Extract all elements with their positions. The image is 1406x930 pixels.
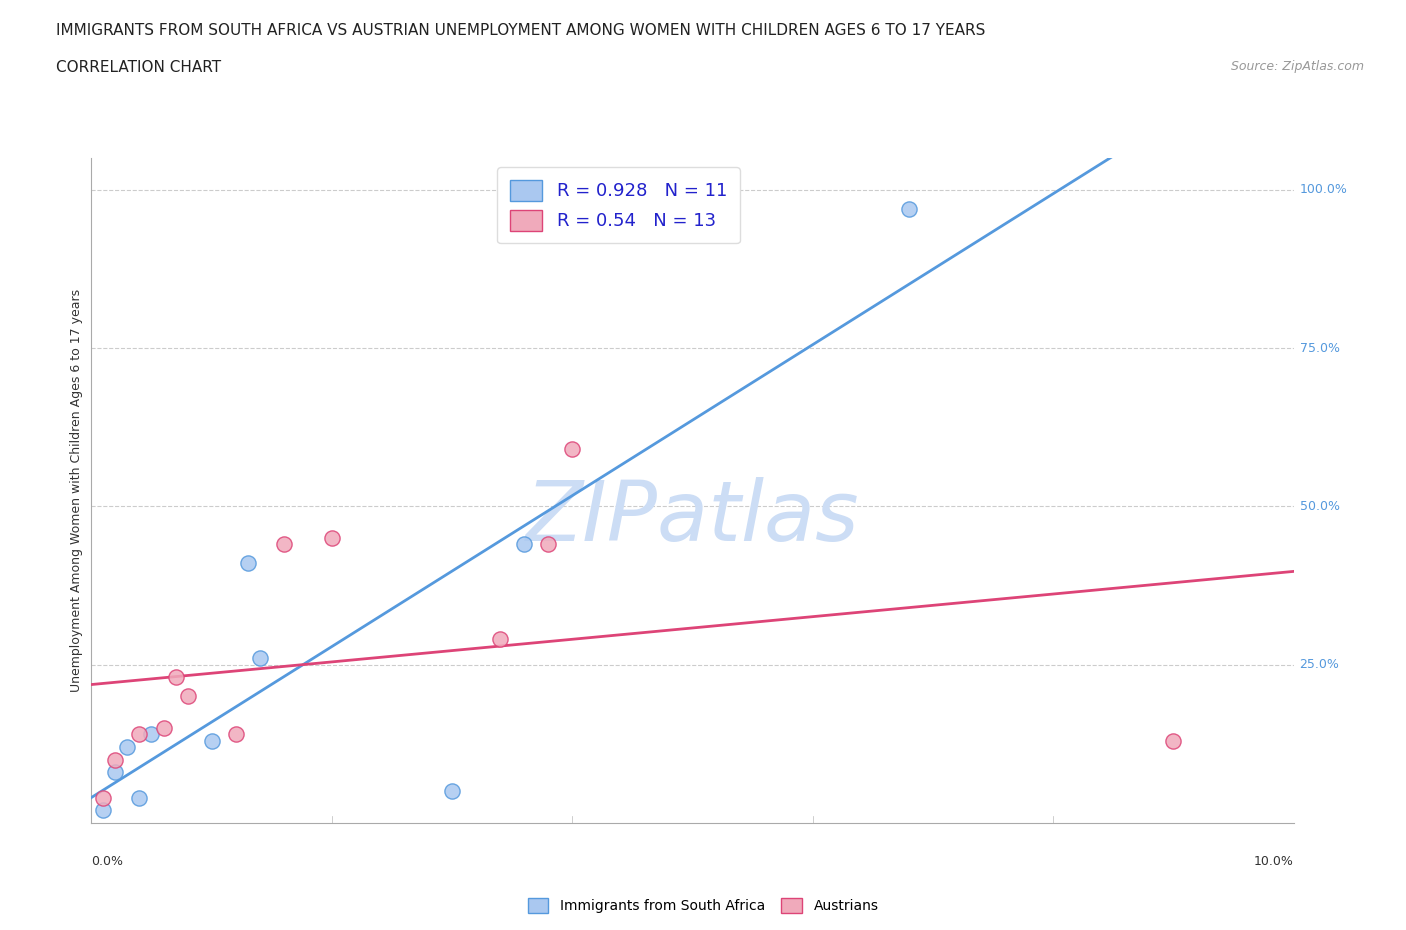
Point [273,537,295,551]
Text: 50.0%: 50.0% [1299,500,1340,513]
Point [104,765,127,780]
Point [897,201,920,216]
Point [225,727,247,742]
Point [440,784,463,799]
Point [176,689,198,704]
Text: 25.0%: 25.0% [1299,658,1340,671]
Point [117,739,139,754]
Point [489,632,512,647]
Text: 10.0%: 10.0% [1254,855,1294,868]
Point [141,727,163,742]
Point [152,721,174,736]
Point [561,442,583,457]
Text: 75.0%: 75.0% [1299,341,1340,354]
Point [249,651,271,666]
Text: Source: ZipAtlas.com: Source: ZipAtlas.com [1230,60,1364,73]
Text: 0.0%: 0.0% [91,855,124,868]
Point [104,752,127,767]
Point [201,733,224,748]
Legend: R = 0.928   N = 11, R = 0.54   N = 13: R = 0.928 N = 11, R = 0.54 N = 13 [498,167,740,243]
Text: IMMIGRANTS FROM SOUTH AFRICA VS AUSTRIAN UNEMPLOYMENT AMONG WOMEN WITH CHILDREN : IMMIGRANTS FROM SOUTH AFRICA VS AUSTRIAN… [56,23,986,38]
Point [236,556,259,571]
Text: CORRELATION CHART: CORRELATION CHART [56,60,221,75]
Point [321,531,343,546]
Text: ZIPatlas: ZIPatlas [526,477,859,558]
Text: 100.0%: 100.0% [1299,183,1347,196]
Y-axis label: Unemployment Among Women with Children Ages 6 to 17 years: Unemployment Among Women with Children A… [70,289,83,692]
Point [537,537,560,551]
Point [128,790,150,805]
Point [165,670,187,684]
Legend: Immigrants from South Africa, Austrians: Immigrants from South Africa, Austrians [522,892,884,919]
Point [93,803,115,817]
Point [1161,733,1184,748]
Point [93,790,115,805]
Point [513,537,536,551]
Point [128,727,150,742]
